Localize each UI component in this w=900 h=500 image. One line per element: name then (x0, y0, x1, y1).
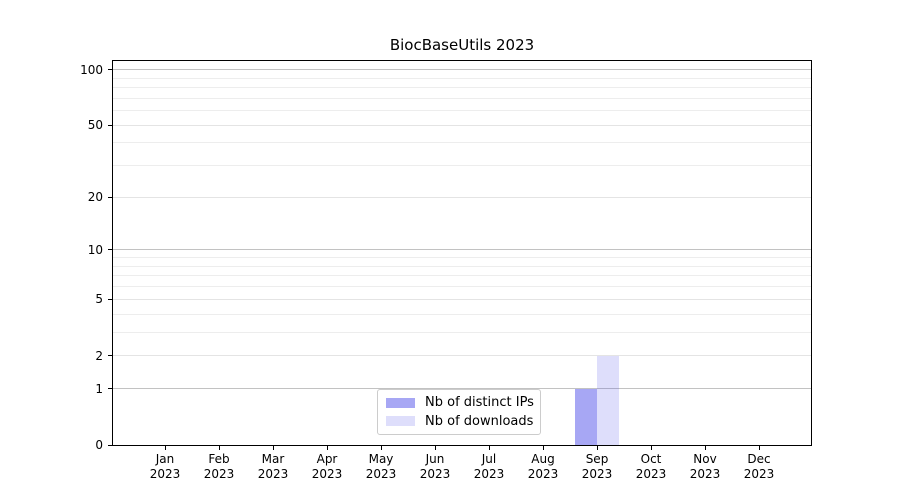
y-gridline-minor (113, 142, 811, 144)
x-tick (704, 446, 706, 450)
x-tick-label: Mar 2023 (257, 452, 289, 481)
y-tick (108, 388, 112, 390)
legend-item-distinct-ips: Nb of distinct IPs (386, 395, 534, 411)
x-tick-label: Jul 2023 (473, 452, 505, 481)
x-tick-label: Sep 2023 (581, 452, 613, 481)
x-tick (326, 446, 328, 450)
legend-swatch-distinct-ips (386, 397, 415, 408)
y-gridline (113, 249, 811, 251)
x-tick-label: Feb 2023 (203, 452, 235, 481)
legend-item-downloads: Nb of downloads (386, 413, 534, 429)
y-tick-label: 50 (87, 118, 103, 133)
y-gridline (113, 388, 811, 390)
x-tick-label: Apr 2023 (311, 452, 343, 481)
y-tick-label: 0 (95, 438, 103, 452)
x-tick (488, 446, 490, 450)
y-tick-label: 100 (80, 62, 103, 77)
y-gridline-minor (113, 165, 811, 167)
x-tick (164, 446, 166, 450)
y-gridline-minor (113, 313, 811, 315)
x-tick (596, 446, 598, 450)
x-tick (218, 446, 220, 450)
x-tick-label: Oct 2023 (635, 452, 667, 481)
y-gridline-minor (113, 97, 811, 99)
y-tick-label: 20 (87, 190, 103, 205)
y-tick-label: 1 (95, 381, 103, 396)
x-tick-label: Dec 2023 (743, 452, 775, 481)
y-gridline-minor (113, 275, 811, 277)
y-tick-label: 2 (95, 348, 103, 363)
y-tick (108, 355, 112, 357)
x-tick-label: Aug 2023 (527, 452, 559, 481)
legend-label-distinct-ips: Nb of distinct IPs (425, 395, 534, 411)
y-gridline (113, 298, 811, 300)
y-tick (108, 69, 112, 71)
x-tick-label: Jun 2023 (419, 452, 451, 481)
x-tick (542, 446, 544, 450)
bar-downloads (597, 355, 619, 445)
y-tick-label: 10 (87, 242, 103, 257)
y-tick (108, 298, 112, 300)
y-gridline (113, 196, 811, 198)
x-tick (434, 446, 436, 450)
y-gridline (113, 69, 811, 71)
x-tick (380, 446, 382, 450)
y-gridline (113, 124, 811, 126)
bar-distinct-ips (575, 388, 597, 445)
y-tick-label: 5 (95, 292, 103, 307)
y-tick (108, 196, 112, 198)
x-tick (650, 446, 652, 450)
chart-title: BiocBaseUtils 2023 (389, 36, 535, 54)
x-tick (272, 446, 274, 450)
legend-label-downloads: Nb of downloads (425, 413, 534, 429)
y-gridline-minor (113, 331, 811, 333)
x-tick-label: May 2023 (365, 452, 397, 481)
plot-area (112, 60, 812, 446)
y-gridline (113, 355, 811, 357)
y-tick (108, 249, 112, 251)
y-gridline-minor (113, 257, 811, 259)
x-tick (758, 446, 760, 450)
legend-swatch-downloads (386, 416, 415, 427)
y-gridline-minor (113, 110, 811, 112)
legend: Nb of distinct IPs Nb of downloads (377, 389, 541, 435)
y-gridline-minor (113, 265, 811, 267)
y-gridline-minor (113, 286, 811, 288)
x-tick-label: Jan 2023 (149, 452, 181, 481)
y-tick (108, 124, 112, 126)
y-tick (108, 444, 112, 446)
y-gridline-minor (113, 87, 811, 89)
x-tick-label: Nov 2023 (689, 452, 721, 481)
y-gridline-minor (113, 77, 811, 79)
